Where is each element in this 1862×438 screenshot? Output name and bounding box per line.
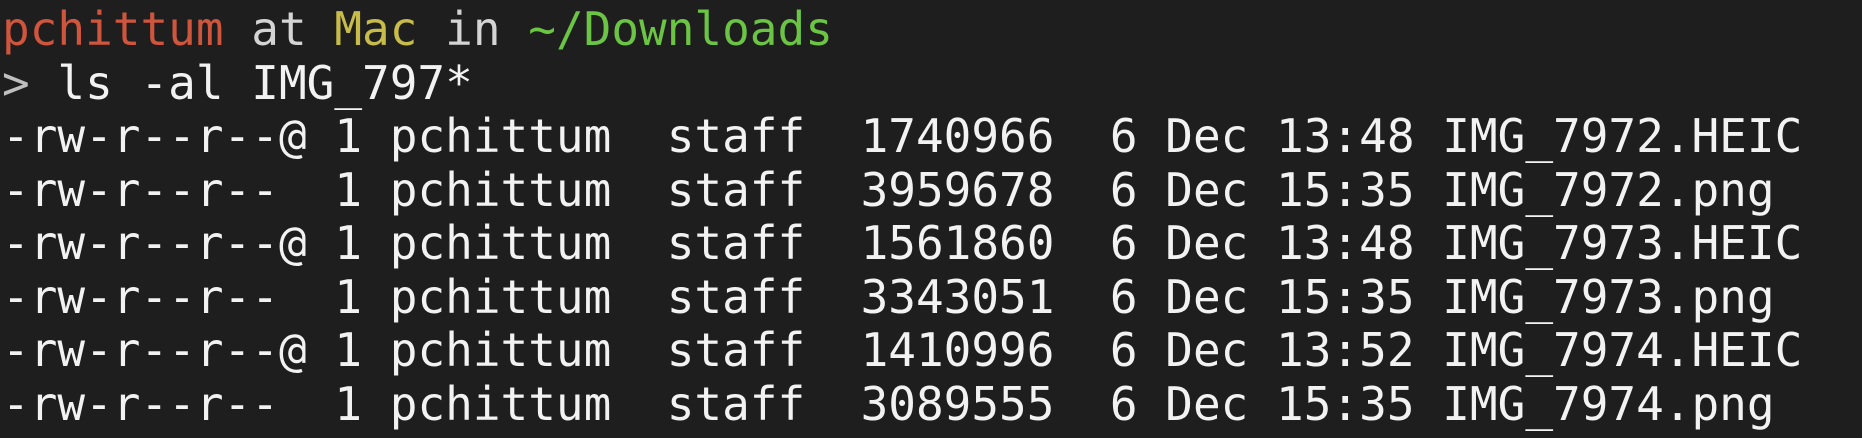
file-owner: pchittum — [389, 323, 612, 377]
file-name: IMG_7972.png — [1442, 162, 1775, 217]
prompt-user: pchittum — [2, 2, 224, 56]
command-line: > ls -al IMG_797* — [2, 55, 1862, 111]
file-day: 6 — [1109, 109, 1138, 163]
file-size: 1740966 — [860, 109, 1055, 163]
file-links: 1 — [334, 323, 363, 377]
file-name: IMG_7973.HEIC — [1442, 216, 1803, 270]
prompt-at: at — [251, 2, 307, 56]
file-perms: -rw-r--r-- — [2, 269, 307, 324]
file-owner: pchittum — [389, 162, 612, 217]
file-time: 15:35 — [1276, 162, 1415, 217]
listing-row: -rw-r--r--@ 1 pchittum staff 1740966 6 D… — [2, 109, 1862, 164]
file-day: 6 — [1109, 323, 1138, 377]
file-name: IMG_7974.png — [1442, 376, 1775, 431]
prompt-in: in — [445, 2, 501, 56]
file-month: Dec — [1165, 109, 1249, 163]
file-name: IMG_7973.png — [1442, 269, 1775, 324]
file-group: staff — [666, 323, 806, 377]
file-time: 13:48 — [1276, 216, 1415, 270]
file-owner: pchittum — [389, 376, 612, 431]
file-group: staff — [666, 376, 806, 431]
file-day: 6 — [1109, 216, 1138, 270]
file-owner: pchittum — [389, 269, 612, 324]
file-group: staff — [666, 162, 806, 217]
file-links: 1 — [334, 376, 363, 431]
file-size: 3089555 — [860, 376, 1055, 431]
file-perms: -rw-r--r--@ — [2, 323, 307, 377]
listing-row: -rw-r--r-- 1 pchittum staff 3089555 6 De… — [2, 376, 1862, 432]
file-month: Dec — [1165, 376, 1249, 431]
file-month: Dec — [1165, 323, 1249, 377]
file-size: 1561860 — [860, 216, 1055, 270]
file-links: 1 — [334, 109, 363, 163]
file-month: Dec — [1165, 162, 1249, 217]
file-name: IMG_7974.HEIC — [1442, 323, 1803, 377]
file-time: 15:35 — [1276, 376, 1415, 431]
file-time: 13:52 — [1276, 323, 1415, 377]
file-links: 1 — [334, 216, 363, 270]
file-perms: -rw-r--r-- — [2, 162, 307, 217]
file-perms: -rw-r--r--@ — [2, 216, 307, 270]
file-group: staff — [666, 109, 806, 163]
file-size: 3343051 — [860, 269, 1055, 324]
file-group: staff — [666, 216, 806, 270]
prompt-line: pchittum at Mac in ~/Downloads — [2, 2, 1862, 57]
file-month: Dec — [1165, 269, 1249, 324]
file-perms: -rw-r--r--@ — [2, 109, 307, 163]
file-name: IMG_7972.HEIC — [1442, 109, 1803, 163]
listing-row: -rw-r--r--@ 1 pchittum staff 1410996 6 D… — [2, 323, 1862, 378]
prompt-host: Mac — [334, 2, 418, 56]
listing-row: -rw-r--r-- 1 pchittum staff 3343051 6 De… — [2, 269, 1862, 325]
file-size: 1410996 — [860, 323, 1055, 377]
listing-row: -rw-r--r-- 1 pchittum staff 3959678 6 De… — [2, 162, 1862, 218]
file-owner: pchittum — [389, 216, 612, 270]
file-group: staff — [666, 269, 806, 324]
prompt-cwd: ~/Downloads — [528, 2, 833, 56]
file-day: 6 — [1109, 162, 1138, 217]
file-perms: -rw-r--r-- — [2, 376, 307, 431]
file-links: 1 — [334, 269, 363, 324]
file-day: 6 — [1109, 376, 1138, 431]
file-day: 6 — [1109, 269, 1138, 324]
file-links: 1 — [334, 162, 363, 217]
file-time: 13:48 — [1276, 109, 1415, 163]
listing-row: -rw-r--r--@ 1 pchittum staff 1561860 6 D… — [2, 216, 1862, 271]
file-size: 3959678 — [860, 162, 1055, 217]
prompt-symbol: > — [2, 55, 30, 110]
command-text: ls -al IMG_797* — [57, 55, 473, 110]
file-owner: pchittum — [389, 109, 612, 163]
file-month: Dec — [1165, 216, 1249, 270]
file-time: 15:35 — [1276, 269, 1415, 324]
